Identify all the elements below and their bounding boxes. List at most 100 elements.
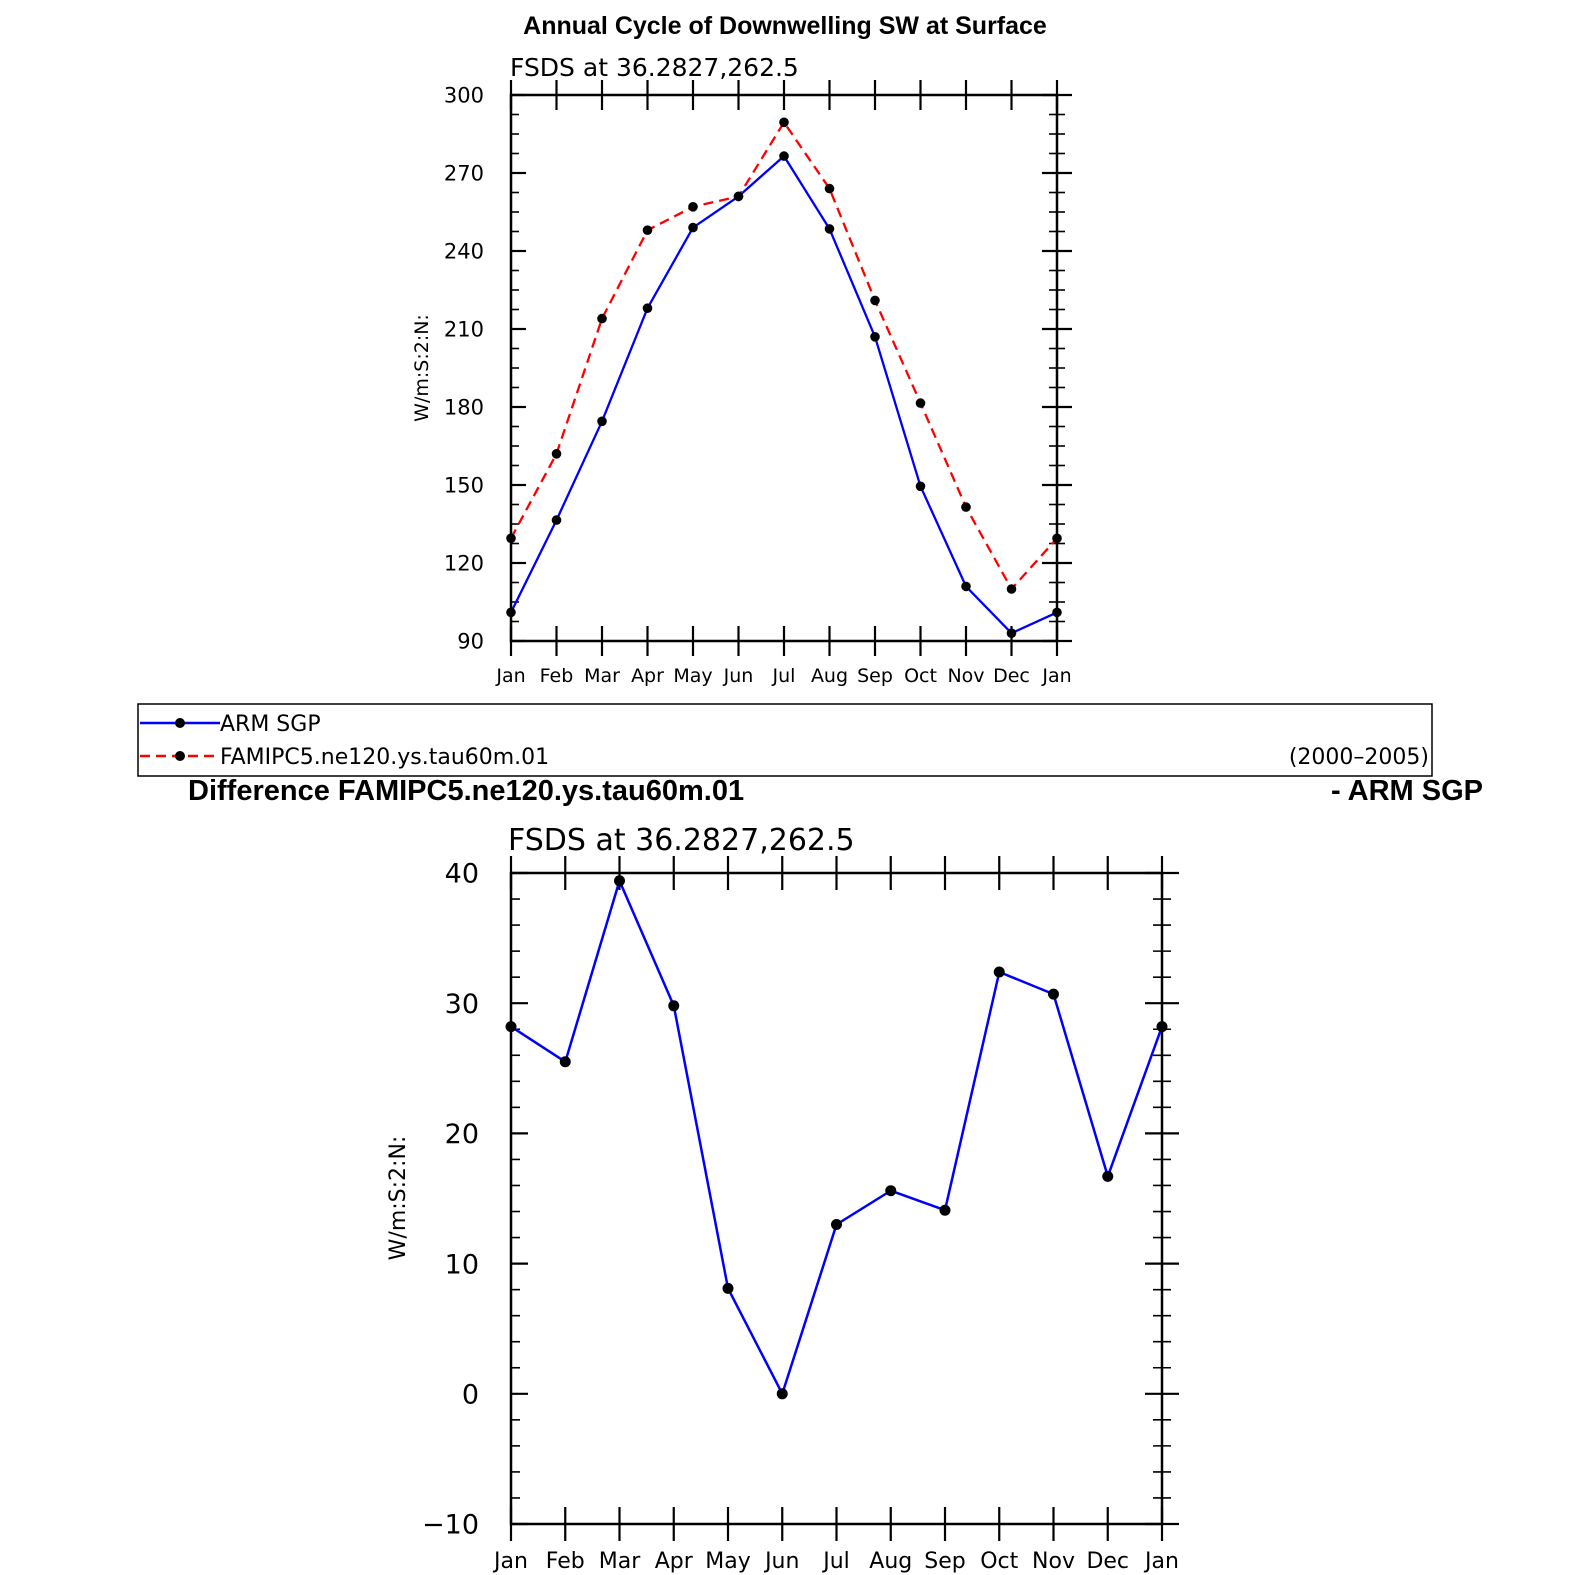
data-point — [1052, 607, 1062, 618]
data-point — [824, 224, 835, 234]
y-tick-label: 30 — [445, 989, 479, 1020]
y-tick-label: 180 — [444, 396, 484, 420]
chart2-subtitle: FSDS at 36.2827,262.5 — [508, 823, 855, 858]
chart1-y-axis-label: W/m:S:2:N: — [411, 314, 433, 422]
chart2-title: Difference FAMIPC5.ne120.ys.tau60m.01 — [188, 775, 744, 807]
x-tick-label: Oct — [904, 665, 937, 687]
y-tick-label: 120 — [444, 552, 484, 576]
y-tick-label: 210 — [444, 318, 484, 342]
data-point — [1006, 584, 1017, 594]
data-point — [870, 295, 880, 306]
data-point — [779, 117, 789, 128]
y-tick-label: 300 — [444, 84, 484, 108]
x-tick-label: Sep — [924, 1549, 965, 1574]
y-tick-label: 90 — [457, 630, 484, 654]
x-tick-label: Aug — [811, 665, 848, 687]
legend-arm-sgp-label: ARM SGP — [220, 712, 321, 737]
x-tick-label: May — [705, 1549, 750, 1574]
data-point — [1048, 988, 1059, 1000]
legend-arm-sgp-marker — [175, 718, 185, 728]
data-point — [688, 222, 698, 233]
legend: ARM SGP FAMIPC5.ne120.ys.tau60m.01 (2000… — [137, 703, 1433, 777]
data-point — [733, 191, 744, 202]
series-line-0 — [510, 879, 1164, 1396]
data-point — [722, 1282, 734, 1294]
data-point — [915, 481, 926, 492]
chart1-series-lines — [509, 121, 1058, 635]
data-point — [506, 607, 516, 618]
x-tick-label: Jul — [821, 1549, 850, 1574]
x-tick-label: Jan — [1143, 1549, 1179, 1574]
data-point — [961, 502, 971, 512]
chart2-series-points — [505, 875, 1168, 1400]
x-tick-label: Apr — [631, 665, 664, 687]
chart1-series-points — [506, 117, 1062, 638]
data-point — [915, 398, 926, 408]
x-tick-label: Jun — [723, 665, 754, 687]
data-point — [1156, 1021, 1168, 1033]
legend-period-label: (2000–2005) — [1289, 745, 1429, 770]
data-point — [961, 581, 971, 592]
data-point — [642, 303, 653, 314]
x-tick-label: Sep — [857, 665, 893, 687]
x-tick-label: Nov — [947, 665, 984, 687]
chart2-x-tick-labels: Jan Feb Mar Apr May Jun Jul Aug Sep Oct Nov Dec Jan — [492, 1549, 1179, 1574]
data-point — [559, 1056, 571, 1068]
x-tick-label: Jan — [495, 665, 525, 687]
chart1-subtitle: FSDS at 36.2827,262.5 — [510, 53, 799, 82]
data-point — [1052, 533, 1062, 544]
chart2-y-tick-labels: −10 0 10 20 30 40 — [422, 859, 479, 1541]
data-point — [993, 966, 1005, 978]
data-point — [831, 1219, 842, 1231]
series-line-1 — [509, 121, 1058, 591]
x-tick-label: Feb — [546, 1549, 585, 1574]
data-point — [597, 313, 607, 324]
annual-cycle-chart: Annual Cycle of Downwelling SW at Surfac… — [411, 12, 1072, 687]
y-tick-label: 270 — [444, 162, 484, 186]
x-tick-label: Jan — [492, 1549, 528, 1574]
x-tick-label: Aug — [869, 1549, 912, 1574]
chart2-axis-ticks — [509, 856, 1179, 1541]
legend-famipc5-marker — [175, 751, 185, 761]
x-tick-label: Jan — [1041, 665, 1071, 687]
data-point — [551, 515, 562, 525]
data-point — [776, 1388, 788, 1400]
chart1-title: Annual Cycle of Downwelling SW at Surfac… — [523, 12, 1047, 40]
legend-famipc5-label: FAMIPC5.ne120.ys.tau60m.01 — [220, 745, 549, 770]
x-tick-label: Jun — [763, 1549, 799, 1574]
x-tick-label: Jul — [772, 665, 796, 687]
data-point — [885, 1185, 897, 1197]
x-tick-label: Mar — [584, 665, 620, 687]
y-tick-label: 20 — [445, 1119, 479, 1150]
chart1-plot-frame — [509, 93, 1059, 643]
x-tick-label: Mar — [599, 1549, 641, 1574]
y-tick-label: −10 — [422, 1510, 479, 1541]
data-point — [824, 183, 835, 194]
difference-chart: Difference FAMIPC5.ne120.ys.tau60m.01 - … — [188, 775, 1483, 1574]
chart2-title-right: - ARM SGP — [1331, 775, 1483, 807]
data-point — [688, 202, 698, 212]
x-tick-label: Dec — [993, 665, 1030, 687]
chart1-x-tick-labels: Jan Feb Mar Apr May Jun Jul Aug Sep Oct Nov Dec Jan — [495, 665, 1071, 687]
data-point — [939, 1204, 951, 1216]
data-point — [1102, 1170, 1114, 1182]
data-point — [505, 1021, 517, 1033]
x-tick-label: May — [673, 665, 712, 687]
chart2-y-axis-label: W/m:S:2:N: — [386, 1136, 411, 1261]
x-tick-label: Feb — [540, 665, 574, 687]
data-point — [506, 533, 516, 544]
y-tick-label: 40 — [445, 859, 479, 890]
x-tick-label: Dec — [1086, 1549, 1129, 1574]
chart2-series-lines — [510, 879, 1164, 1396]
data-point — [779, 151, 789, 161]
y-tick-label: 0 — [462, 1380, 479, 1411]
data-point — [642, 225, 653, 235]
chart2-plot-frame — [509, 871, 1164, 1526]
legend-box — [137, 703, 1433, 777]
data-point — [597, 416, 607, 427]
data-point — [668, 1000, 680, 1012]
series-line-0 — [509, 154, 1058, 635]
data-point — [614, 875, 625, 887]
x-tick-label: Apr — [655, 1549, 694, 1574]
